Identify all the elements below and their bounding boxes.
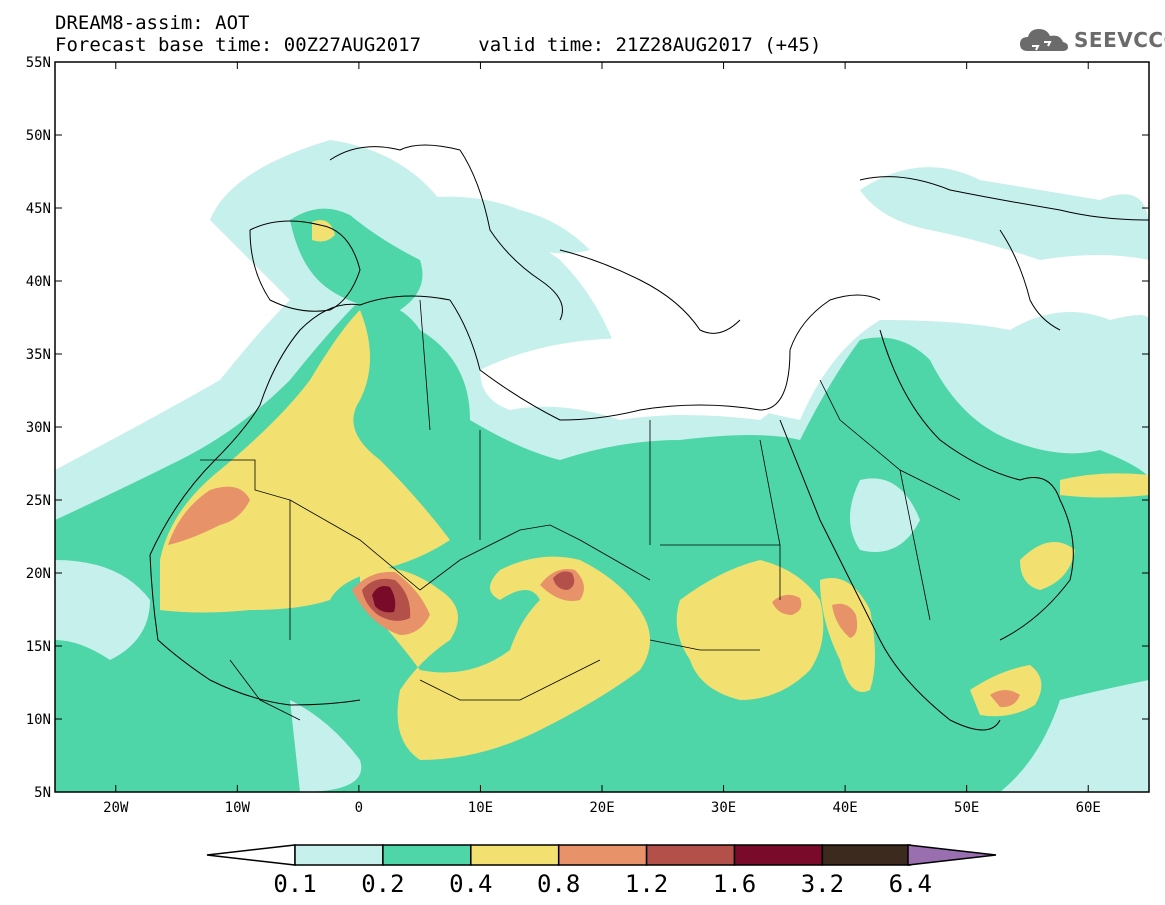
- colorbar: 0.1 0.2 0.4 0.8 1.2 1.6 3.2 6.4: [206, 844, 997, 898]
- colorbar-cell: [470, 844, 560, 866]
- valid-time-label: valid time: 21Z28AUG2017 (+45): [478, 34, 822, 56]
- logo-text: SEEVCCC: [1074, 28, 1165, 52]
- colorbar-cell: [557, 844, 648, 866]
- lat-label: 55N: [26, 55, 51, 71]
- lat-label: 45N: [26, 201, 51, 217]
- colorbar-cell: [821, 844, 912, 866]
- latitude-axis: 55N 50N 45N 40N 35N 30N 25N 20N 15N 10N 5N: [26, 55, 1149, 801]
- colorbar-label: 0.4: [449, 870, 492, 898]
- lat-label: 35N: [26, 347, 51, 363]
- contour-0.4-central: [360, 556, 650, 760]
- colorbar-label: 0.8: [537, 870, 580, 898]
- longitude-axis: 20W 10W 0 10E 20E 30E 40E 50E 60E: [103, 62, 1101, 816]
- contour-0.8-morocco: [168, 486, 250, 545]
- contour-0.8-eritrea: [832, 603, 858, 638]
- lat-label: 20N: [26, 566, 51, 582]
- map-title: DREAM8-assim: AOT: [55, 12, 250, 34]
- base-time-label: Forecast base time: 00Z27AUG2017: [55, 34, 422, 56]
- contour-0.4-west: [160, 310, 450, 613]
- contour-0.8-socotra: [990, 690, 1020, 708]
- lon-label: 10W: [225, 800, 251, 816]
- lon-label: 20E: [589, 800, 614, 816]
- contour-0.4-biscay: [312, 220, 335, 242]
- lat-label: 10N: [26, 712, 51, 728]
- lon-label: 50E: [954, 800, 979, 816]
- contour-0.4-oman: [1020, 542, 1075, 590]
- aot-contours: [55, 140, 1149, 792]
- forecast-times: Forecast base time: 00Z27AUG2017 valid t…: [55, 34, 821, 56]
- colorbar-label: 6.4: [889, 870, 932, 898]
- lon-label: 0: [355, 800, 363, 816]
- contour-0.4-gulf: [1060, 473, 1149, 498]
- coastlines: [149, 144, 1149, 731]
- colorbar-right-arrow: [907, 844, 997, 866]
- colorbar-cells: [294, 844, 912, 866]
- colorbar-labels: 0.1 0.2 0.4 0.8 1.2 1.6 3.2 6.4: [273, 870, 932, 898]
- colorbar-cell: [382, 844, 472, 866]
- lon-label: 10E: [468, 800, 493, 816]
- lat-label: 40N: [26, 274, 51, 290]
- contour-1.6-mali: [372, 586, 396, 613]
- colorbar-label: 1.6: [713, 870, 756, 898]
- lon-label: 40E: [832, 800, 857, 816]
- clear-east-south: [1000, 680, 1149, 792]
- colorbar-cell: [294, 844, 384, 866]
- lat-label: 15N: [26, 639, 51, 655]
- lon-label: 20W: [103, 800, 129, 816]
- colorbar-label: 3.2: [801, 870, 844, 898]
- colorbar-label: 0.1: [273, 870, 316, 898]
- colorbar-label: 1.2: [625, 870, 668, 898]
- lon-label: 30E: [711, 800, 736, 816]
- colorbar-cell: [645, 844, 736, 866]
- contour-0.1-north: [860, 167, 1149, 260]
- clear-ocean-south: [55, 560, 150, 660]
- contour-1.2-chad: [553, 571, 575, 590]
- lat-label: 5N: [34, 785, 51, 801]
- lat-label: 30N: [26, 420, 51, 436]
- lat-label: 25N: [26, 493, 51, 509]
- colorbar-cell: [733, 844, 824, 866]
- colorbar-left-arrow: [206, 844, 296, 866]
- clear-lowband-south: [290, 700, 362, 792]
- clear-arabia: [850, 478, 920, 552]
- cloud-logo-icon: [1020, 29, 1068, 51]
- lat-label: 50N: [26, 128, 51, 144]
- contour-0.1-adriatic: [410, 196, 590, 254]
- clear-region-med: [480, 337, 800, 420]
- country-borders: [200, 299, 961, 721]
- colorbar-label: 0.2: [361, 870, 404, 898]
- lon-label: 60E: [1076, 800, 1101, 816]
- contour-0.8-sudan: [772, 594, 802, 615]
